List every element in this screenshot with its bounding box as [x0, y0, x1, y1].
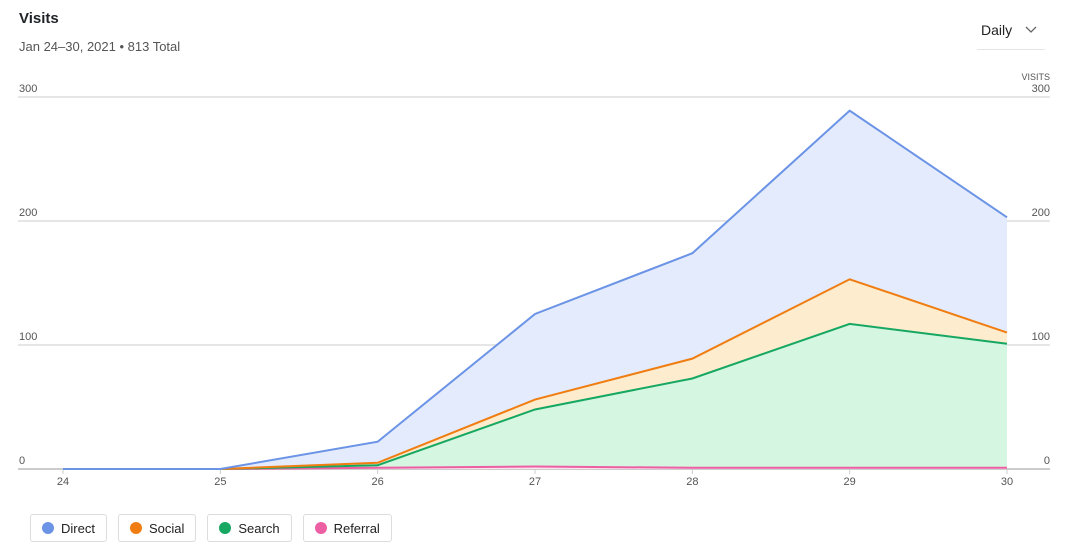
- y2-label: VISITS: [1021, 72, 1050, 82]
- legend-item[interactable]: Direct: [30, 514, 107, 542]
- x-tick-label: 24: [57, 476, 69, 488]
- x-tick-label: 28: [686, 476, 698, 488]
- x-tick-label: 26: [372, 476, 384, 488]
- legend-label: Search: [238, 520, 280, 536]
- y2-tick-label: 0: [1044, 455, 1050, 467]
- legend-swatch: [314, 522, 327, 534]
- y-tick-label: 200: [19, 207, 37, 219]
- y2-tick-label: 100: [1032, 331, 1050, 343]
- legend-label: Direct: [61, 520, 95, 536]
- y-tick-label: 0: [19, 455, 25, 467]
- dropdown-label: Daily: [981, 22, 1013, 38]
- legend-swatch: [219, 522, 232, 534]
- y2-tick-label: 200: [1032, 207, 1050, 219]
- legend-label: Social: [148, 520, 185, 536]
- legend-item[interactable]: Referral: [302, 514, 392, 542]
- y2-tick-label: 300: [1032, 83, 1050, 95]
- chevron: [1025, 26, 1037, 33]
- y-tick-label: 100: [19, 331, 37, 343]
- legend-item[interactable]: Search: [207, 514, 292, 542]
- x-tick-label: 25: [214, 476, 226, 488]
- title: Visits: [19, 10, 59, 27]
- line: [63, 109, 1008, 470]
- legend-item[interactable]: Social: [117, 514, 197, 542]
- x-tick-label: 30: [1001, 476, 1013, 488]
- y-tick-label: 300: [19, 83, 37, 95]
- area: [63, 110, 1007, 469]
- x-tick-label: 29: [844, 476, 856, 488]
- x-tick-label: 27: [529, 476, 541, 488]
- area: [63, 323, 1007, 469]
- area: [63, 279, 1007, 469]
- legend-swatch: [42, 522, 54, 534]
- subtitle: Jan 24–30, 2021 • 813 Total: [19, 39, 181, 54]
- interval-dropdown[interactable]: Daily: [977, 14, 1045, 50]
- legend: Direct Social Search Referral: [30, 514, 392, 542]
- legend-label: Referral: [333, 520, 380, 536]
- legend-swatch: [129, 522, 142, 534]
